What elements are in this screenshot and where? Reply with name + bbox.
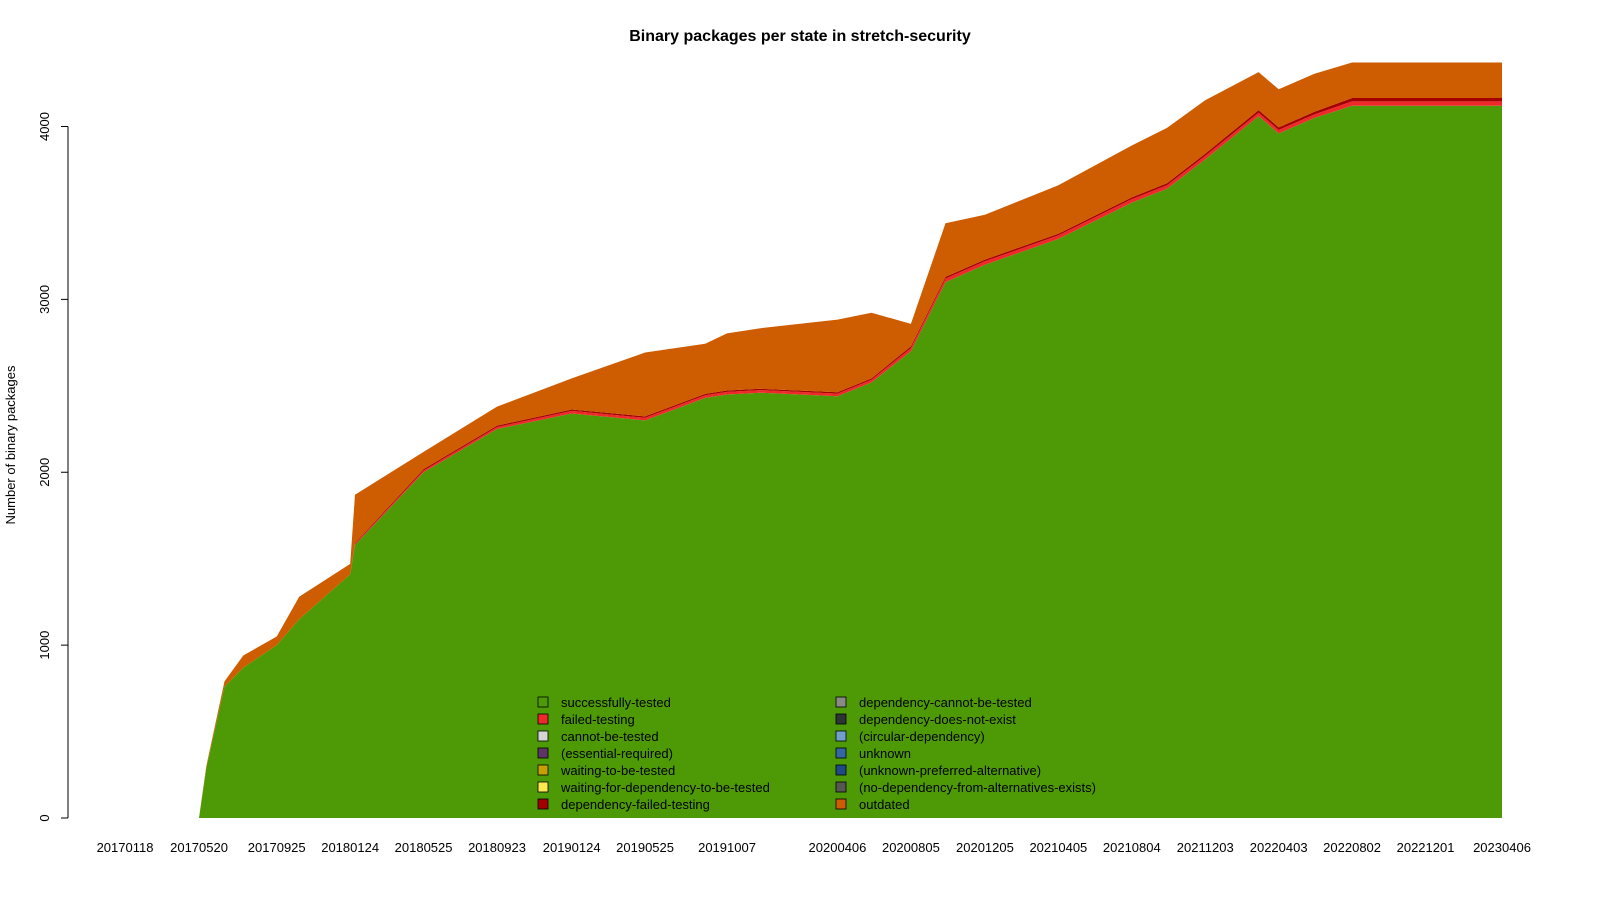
legend-swatch bbox=[835, 798, 847, 810]
legend-swatch bbox=[835, 781, 847, 793]
x-tick-label: 20190124 bbox=[543, 840, 601, 855]
chart-title: Binary packages per state in stretch-sec… bbox=[629, 28, 971, 45]
legend: successfully-tested failed-testing cannot-… bbox=[537, 695, 1096, 812]
y-tick-label: 4000 bbox=[37, 112, 52, 141]
x-tick-label: 20220802 bbox=[1323, 840, 1381, 855]
legend-swatch bbox=[835, 730, 847, 742]
legend-label: successfully-tested bbox=[561, 695, 671, 710]
legend-label: failed-testing bbox=[561, 712, 635, 727]
y-tick-label: 1000 bbox=[37, 631, 52, 660]
series-area-successfully-tested bbox=[125, 105, 1502, 819]
plot-area bbox=[125, 62, 1502, 819]
x-tick-label: 20201205 bbox=[956, 840, 1014, 855]
legend-swatch bbox=[537, 696, 549, 708]
x-tick-label: 20191007 bbox=[698, 840, 756, 855]
y-tick-label: 0 bbox=[37, 814, 52, 821]
x-tick-label: 20170520 bbox=[170, 840, 228, 855]
legend-label: waiting-for-dependency-to-be-tested bbox=[560, 780, 770, 795]
x-tick-label: 20220403 bbox=[1250, 840, 1308, 855]
x-tick-label: 20210804 bbox=[1103, 840, 1161, 855]
y-tick-label: 2000 bbox=[37, 458, 52, 487]
legend-label: dependency-does-not-exist bbox=[859, 712, 1016, 727]
legend-label: (unknown-preferred-alternative) bbox=[859, 763, 1041, 778]
legend-swatch bbox=[835, 764, 847, 776]
legend-label: unknown bbox=[859, 746, 911, 761]
legend-swatch bbox=[537, 781, 549, 793]
y-tick-label: 3000 bbox=[37, 285, 52, 314]
x-tick-label: 20180923 bbox=[468, 840, 526, 855]
x-tick-label: 20190525 bbox=[616, 840, 674, 855]
x-axis: 20170118 20170520 20170925 20180124 20180525… bbox=[97, 840, 1531, 855]
x-tick-label: 20211203 bbox=[1177, 840, 1234, 855]
legend-label: (no-dependency-from-alternatives-exists) bbox=[859, 780, 1096, 795]
legend-label: cannot-be-tested bbox=[561, 729, 659, 744]
x-tick-label: 20200406 bbox=[809, 840, 867, 855]
legend-swatch bbox=[537, 713, 549, 725]
x-tick-label: 20170925 bbox=[248, 840, 306, 855]
legend-label: dependency-cannot-be-tested bbox=[859, 695, 1032, 710]
x-tick-label: 20180124 bbox=[321, 840, 379, 855]
legend-label: dependency-failed-testing bbox=[561, 797, 710, 812]
legend-swatch bbox=[537, 764, 549, 776]
legend-label: (essential-required) bbox=[561, 746, 673, 761]
legend-swatch bbox=[835, 696, 847, 708]
x-tick-label: 20230406 bbox=[1473, 840, 1531, 855]
legend-label: waiting-to-be-tested bbox=[560, 763, 675, 778]
y-axis: 0 1000 2000 3000 4000 bbox=[37, 112, 69, 822]
x-tick-label: 20180525 bbox=[395, 840, 453, 855]
legend-swatch bbox=[537, 747, 549, 759]
legend-label: outdated bbox=[859, 797, 910, 812]
x-tick-label: 20221201 bbox=[1397, 840, 1455, 855]
x-tick-label: 20210405 bbox=[1029, 840, 1087, 855]
legend-swatch bbox=[537, 730, 549, 742]
legend-swatch bbox=[537, 798, 549, 810]
legend-swatch bbox=[835, 713, 847, 725]
x-tick-label: 20170118 bbox=[97, 840, 154, 855]
y-axis-label: Number of binary packages bbox=[3, 365, 18, 524]
legend-label: (circular-dependency) bbox=[859, 729, 985, 744]
x-tick-label: 20200805 bbox=[882, 840, 940, 855]
legend-swatch bbox=[835, 747, 847, 759]
